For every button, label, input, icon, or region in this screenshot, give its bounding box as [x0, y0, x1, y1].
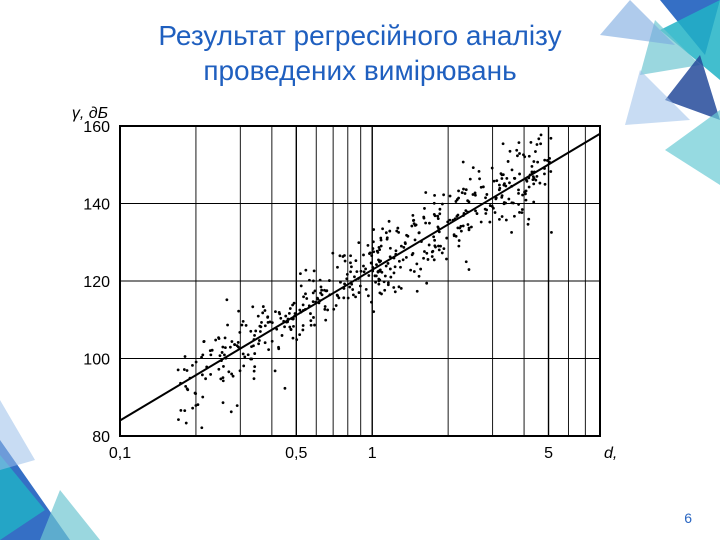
page-title: Результат регресійного аналізу проведени…	[0, 18, 720, 88]
page-number: 6	[684, 510, 692, 526]
svg-text:1: 1	[368, 445, 377, 462]
svg-text:γ, дБ: γ, дБ	[72, 105, 108, 122]
svg-text:100: 100	[83, 352, 110, 369]
title-line-2: проведених вимірювань	[203, 55, 516, 86]
svg-text:0,5: 0,5	[285, 445, 307, 462]
svg-text:d, км: d, км	[604, 445, 620, 462]
regression-chart: 801001201401600,10,515γ, дБd, км	[60, 100, 620, 480]
title-line-1: Результат регресійного аналізу	[158, 20, 561, 51]
svg-text:140: 140	[83, 197, 110, 214]
svg-text:5: 5	[544, 445, 553, 462]
svg-text:120: 120	[83, 274, 110, 291]
svg-text:0,1: 0,1	[109, 445, 131, 462]
svg-text:80: 80	[92, 429, 110, 446]
